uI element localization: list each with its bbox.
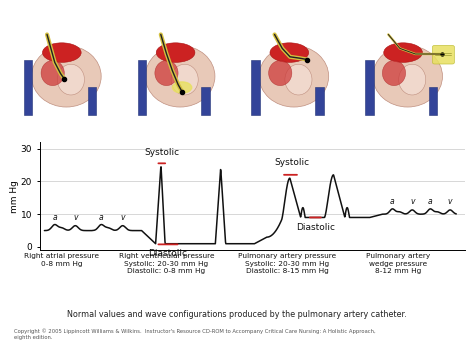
Ellipse shape [57, 64, 84, 95]
Text: Right atrial pressure
0-8 mm Hg: Right atrial pressure 0-8 mm Hg [24, 253, 100, 267]
Ellipse shape [399, 64, 426, 95]
Text: v: v [448, 197, 452, 206]
Text: Diastolic: Diastolic [148, 248, 188, 258]
Ellipse shape [146, 46, 215, 107]
Text: Systolic: Systolic [144, 148, 179, 157]
Text: a: a [390, 197, 395, 206]
Ellipse shape [383, 60, 406, 86]
Ellipse shape [285, 64, 312, 95]
Text: Pulmonary artery
wedge pressure
8-12 mm Hg: Pulmonary artery wedge pressure 8-12 mm … [366, 253, 431, 274]
Ellipse shape [41, 60, 64, 86]
Ellipse shape [171, 64, 198, 95]
FancyBboxPatch shape [432, 45, 455, 64]
Ellipse shape [373, 46, 442, 107]
Bar [88, 87, 96, 115]
Bar [251, 60, 260, 115]
Ellipse shape [384, 43, 422, 62]
Ellipse shape [155, 60, 178, 86]
Bar [201, 87, 210, 115]
Text: v: v [120, 213, 125, 222]
Y-axis label: mm Hg: mm Hg [10, 180, 19, 213]
Text: Pulmonary artery pressure
Systolic: 20-30 mm Hg
Diastolic: 8-15 mm Hg: Pulmonary artery pressure Systolic: 20-3… [238, 253, 336, 274]
Text: Normal values and wave configurations produced by the pulmonary artery catheter.: Normal values and wave configurations pr… [67, 310, 407, 319]
Ellipse shape [32, 46, 101, 107]
Text: a: a [99, 213, 103, 222]
Text: Diastolic: Diastolic [296, 223, 335, 233]
Text: a: a [428, 197, 433, 206]
Text: v: v [73, 213, 78, 222]
Ellipse shape [270, 43, 309, 62]
Text: v: v [410, 197, 414, 206]
Ellipse shape [43, 43, 81, 62]
Bar [137, 60, 146, 115]
Ellipse shape [156, 43, 195, 62]
Bar [429, 87, 438, 115]
Ellipse shape [259, 46, 328, 107]
Ellipse shape [173, 82, 191, 93]
Ellipse shape [269, 60, 292, 86]
Text: Right ventricular pressure
Systolic: 20-30 mm Hg
Diastolic: 0-8 mm Hg: Right ventricular pressure Systolic: 20-… [118, 253, 214, 274]
Bar [365, 60, 374, 115]
Text: a: a [53, 213, 57, 222]
Bar [24, 60, 32, 115]
Text: Copyright © 2005 Lippincott Williams & Wilkins.  Instructor's Resource CD-ROM to: Copyright © 2005 Lippincott Williams & W… [14, 328, 376, 339]
Bar [315, 87, 324, 115]
Text: Systolic: Systolic [274, 158, 309, 166]
